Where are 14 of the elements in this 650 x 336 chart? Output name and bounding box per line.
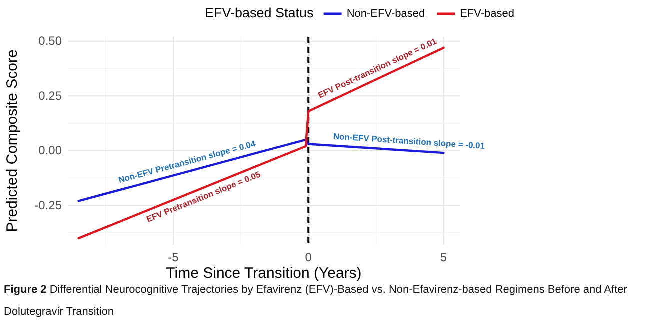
x-tick-label: 5 (440, 250, 448, 265)
legend-label: EFV-based (460, 8, 514, 20)
caption: Figure 2 Differential Neurocognitive Trajectories by Efavirenz (EFV)-Based vs. Non-Efavirenz-based Regimens Before and After Dolutegravir Transition (4, 284, 628, 318)
y-tick-label: 0.00 (38, 144, 62, 158)
y-tick-label: -0.25 (34, 198, 62, 212)
y-axis-title: Predicted Composite Score (4, 50, 21, 232)
legend-label: Non-EFV-based (346, 8, 426, 20)
y-tick-label: 0.25 (38, 88, 62, 103)
annotation: Non-EFV Post-transition slope = -0.01 (333, 131, 486, 152)
legend-title: EFV-based Status (205, 6, 314, 21)
x-tick-label: 0 (305, 250, 312, 265)
y-tick-label: 0.50 (38, 34, 62, 48)
x-axis-title: Time Since Transition (Years) (166, 265, 362, 282)
x-tick-label: -5 (168, 250, 180, 265)
